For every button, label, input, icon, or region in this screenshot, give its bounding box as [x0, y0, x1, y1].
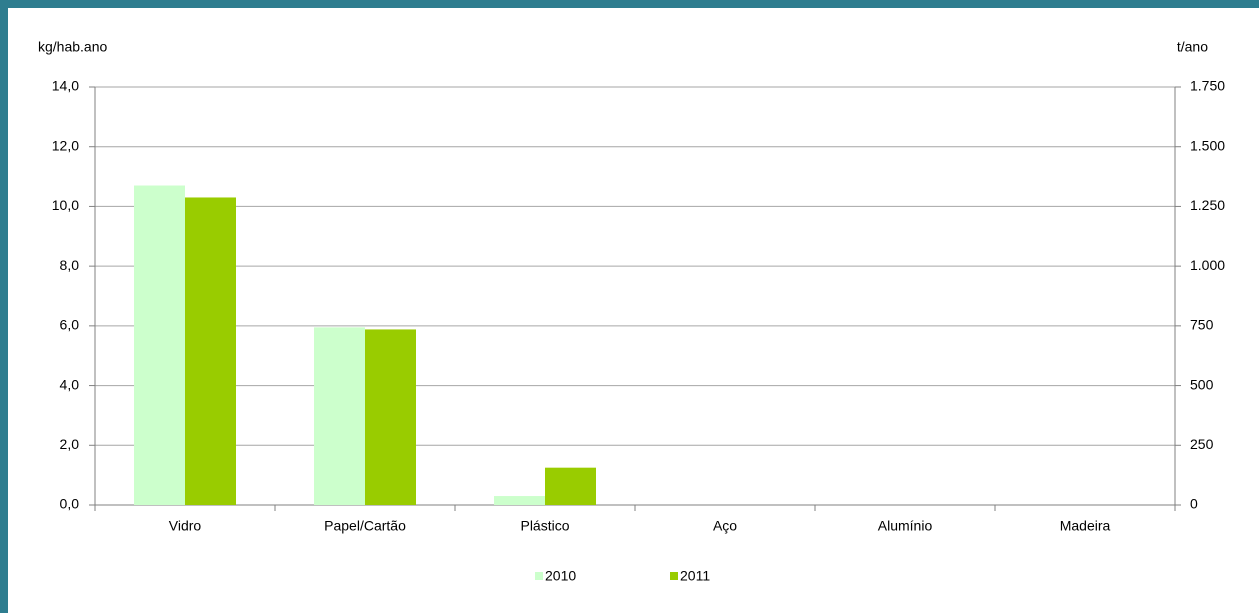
- frame-top: [0, 0, 1259, 8]
- y2-tick-label: 750: [1190, 317, 1214, 333]
- bar: [134, 185, 185, 505]
- y-tick-label: 2,0: [60, 436, 80, 452]
- x-tick-label: Vidro: [169, 518, 202, 534]
- y2-tick-label: 0: [1190, 496, 1198, 512]
- y-tick-label: 4,0: [60, 376, 80, 392]
- y2-tick-label: 500: [1190, 376, 1214, 392]
- y2-axis-label: t/ano: [1177, 39, 1208, 55]
- bar: [185, 197, 236, 505]
- x-tick-label: Plástico: [520, 518, 569, 534]
- x-tick-label: Alumínio: [878, 518, 933, 534]
- x-tick-label: Papel/Cartão: [324, 518, 406, 534]
- y2-tick-label: 1.750: [1190, 78, 1225, 94]
- y-tick-label: 14,0: [52, 78, 79, 94]
- legend-swatch: [535, 572, 543, 580]
- y2-tick-label: 250: [1190, 436, 1214, 452]
- x-tick-label: Aço: [713, 518, 737, 534]
- y2-tick-label: 1.000: [1190, 257, 1225, 273]
- y-tick-label: 0,0: [60, 496, 80, 512]
- y2-tick-label: 1.500: [1190, 137, 1225, 153]
- bar: [494, 496, 545, 505]
- y-tick-label: 8,0: [60, 257, 80, 273]
- y-tick-label: 10,0: [52, 197, 79, 213]
- x-tick-label: Madeira: [1060, 518, 1111, 534]
- legend-label: 2010: [545, 568, 576, 584]
- bar: [314, 327, 365, 505]
- bar: [545, 467, 596, 505]
- y-tick-label: 12,0: [52, 137, 79, 153]
- y-tick-label: 6,0: [60, 317, 80, 333]
- frame-left: [0, 0, 8, 613]
- legend-swatch: [670, 572, 678, 580]
- bar: [365, 329, 416, 505]
- y-axis-label: kg/hab.ano: [38, 39, 107, 55]
- legend-label: 2011: [680, 568, 710, 584]
- y2-tick-label: 1.250: [1190, 197, 1225, 213]
